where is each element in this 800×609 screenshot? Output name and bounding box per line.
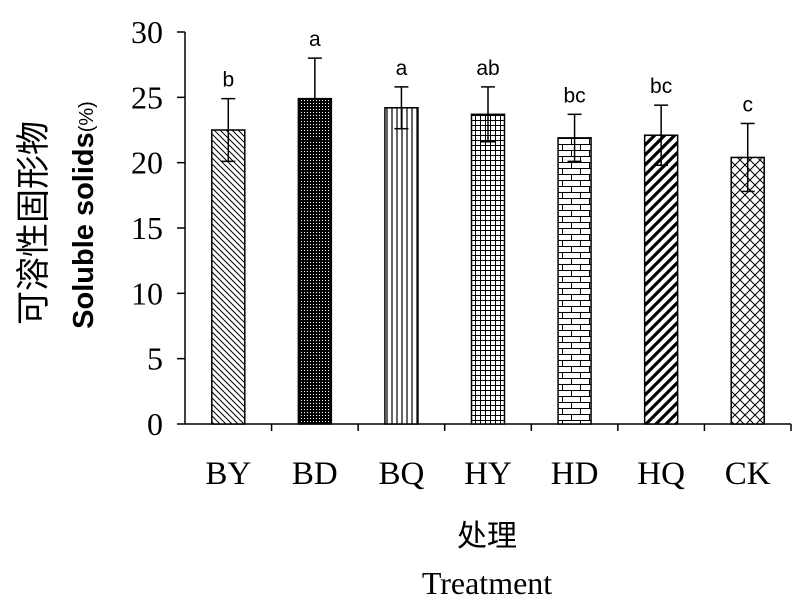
x-tick-label-hy: HY — [464, 456, 512, 492]
bar-ck — [730, 156, 765, 425]
x-axis-label-en: Treatment — [422, 565, 552, 601]
y-tick-label: 10 — [131, 275, 163, 311]
y-tick-label: 25 — [131, 79, 163, 115]
x-tick-label-hd: HD — [551, 456, 599, 492]
bar-bd — [297, 97, 333, 425]
y-tick-label: 20 — [131, 145, 163, 181]
bars-group: b a a ab bc bc c — [211, 28, 765, 425]
significance-label-hy: ab — [476, 57, 499, 80]
y-tick-label: 5 — [147, 341, 163, 377]
x-tick-label-bd: BD — [292, 456, 338, 492]
x-axis-label-cn: 处理 — [457, 520, 517, 553]
significance-label-hd: bc — [563, 84, 585, 107]
y-axis-label-en-text: Soluble solids — [68, 132, 100, 329]
significance-label-ck: c — [742, 93, 753, 116]
y-axis-label-cn: 可溶性固形物 — [15, 121, 53, 325]
y-tick-label: 15 — [131, 210, 163, 246]
y-tick-label: 30 — [131, 14, 163, 50]
x-tick-label-ck: CK — [725, 456, 771, 492]
y-tick-label: 0 — [147, 406, 163, 442]
y-axis-label-en: Soluble solids(%) — [68, 101, 100, 329]
bar-hy — [470, 113, 506, 425]
bar-by — [211, 129, 246, 425]
significance-label-hq: bc — [650, 75, 672, 98]
bar-bq — [384, 107, 419, 425]
y-axis-label-unit: (%) — [76, 101, 98, 132]
significance-label-bd: a — [309, 28, 321, 51]
x-tick-label-hq: HQ — [637, 456, 685, 492]
x-tick-labels: BY BD BQ HY HD HQ CK — [205, 424, 792, 492]
x-tick-label-bq: BQ — [379, 456, 425, 492]
bar-hq — [643, 134, 679, 425]
significance-label-bq: a — [396, 57, 408, 80]
y-ticks: 0 5 10 15 20 25 30 — [131, 14, 185, 442]
significance-label-by: b — [222, 69, 234, 92]
x-tick-label-by: BY — [205, 456, 251, 492]
bar-hd — [557, 137, 592, 425]
